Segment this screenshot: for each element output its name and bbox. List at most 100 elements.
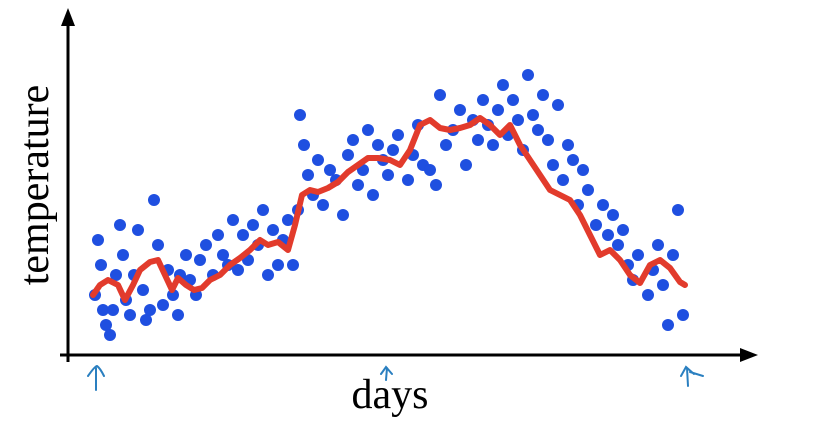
scatter-point [312,154,324,166]
hand-arrow [87,364,105,391]
scatter-point [492,104,504,116]
scatter-point [200,239,212,251]
scatter-point [107,304,119,316]
y-axis-label: temperature [12,85,58,286]
scatter-point [522,69,534,81]
scatter-point [132,224,144,236]
scatter-point [232,264,244,276]
scatter-point [262,269,274,281]
x-axis-label: days [352,372,429,418]
scatter-point [294,109,306,121]
scatter-point [367,189,379,201]
scatter-point [460,159,472,171]
scatter-point [497,79,509,91]
scatter-point [144,304,156,316]
scatter-point [590,219,602,231]
hand-arrow [380,365,393,381]
scatter-point [667,249,679,261]
scatter-point [217,249,229,261]
scatter-point [114,219,126,231]
scatter-point [577,164,589,176]
scatter-point [487,139,499,151]
scatter-point [95,259,107,271]
scatter-point [387,144,399,156]
scatter-point [247,219,259,231]
scatter-point [347,134,359,146]
scatter-point [227,214,239,226]
scatter-point [632,249,644,261]
scatter-point [424,164,436,176]
scatter-point [527,109,539,121]
scatter-point [282,214,294,226]
scatter-point [148,194,160,206]
scatter-point [92,234,104,246]
scatter-point [362,124,374,136]
scatter-point [552,99,564,111]
scatter-point [302,169,314,181]
hand-arrows [87,364,704,391]
scatter-point [342,149,354,161]
scatter-point [352,179,364,191]
scatter-point [612,239,624,251]
scatter-point [454,104,466,116]
plot-area [89,69,689,341]
scatter-point [172,309,184,321]
scatter-point [137,284,149,296]
scatter-point [372,139,384,151]
scatter-point [472,134,484,146]
scatter-point [652,239,664,251]
scatter-point [392,129,404,141]
scatter-point [642,289,654,301]
scatter-point [110,269,122,281]
scatter-point [97,304,109,316]
scatter-point [617,224,629,236]
scatter-point [402,174,414,186]
scatter-point [317,199,329,211]
scatter-point [194,254,206,266]
scatter-point [100,319,112,331]
trend-line [90,115,688,303]
scatter-point [562,139,574,151]
scatter-point [287,259,299,271]
scatter-point [180,249,192,261]
scatter-point [212,229,224,241]
scatter-point [272,259,284,271]
scatter-point [267,224,279,236]
x-axis-arrow [740,348,758,362]
scatter-point [602,229,614,241]
scatter-point [237,229,249,241]
scatter-point [537,89,549,101]
hand-arrow [680,365,704,387]
scatter-point [298,139,310,151]
scatter-point [597,199,609,211]
scatter-point [532,124,544,136]
scatter-point [662,319,674,331]
scatter-point [567,154,579,166]
scatter-point [430,179,442,191]
scatter-point [607,209,619,221]
scatter-point [557,174,569,186]
scatter-point [512,114,524,126]
scatter-point [507,94,519,106]
scatter-point [157,299,169,311]
y-axis-arrow [61,8,75,26]
scatter-point [337,209,349,221]
scatter-point [104,329,116,341]
scatter-point [257,204,269,216]
scatter-point [152,239,164,251]
scatter-point [117,249,129,261]
scatter-point [140,314,152,326]
scatter-point [657,279,669,291]
scatter-point [542,134,554,146]
scatter-point [324,164,336,176]
scatter-point [440,139,452,151]
scatter-point [672,204,684,216]
scatter-point [677,309,689,321]
scatter-point [477,94,489,106]
scatter-point [124,309,136,321]
scatter-point [382,169,394,181]
scatter-point [547,159,559,171]
scatter-point [582,184,594,196]
